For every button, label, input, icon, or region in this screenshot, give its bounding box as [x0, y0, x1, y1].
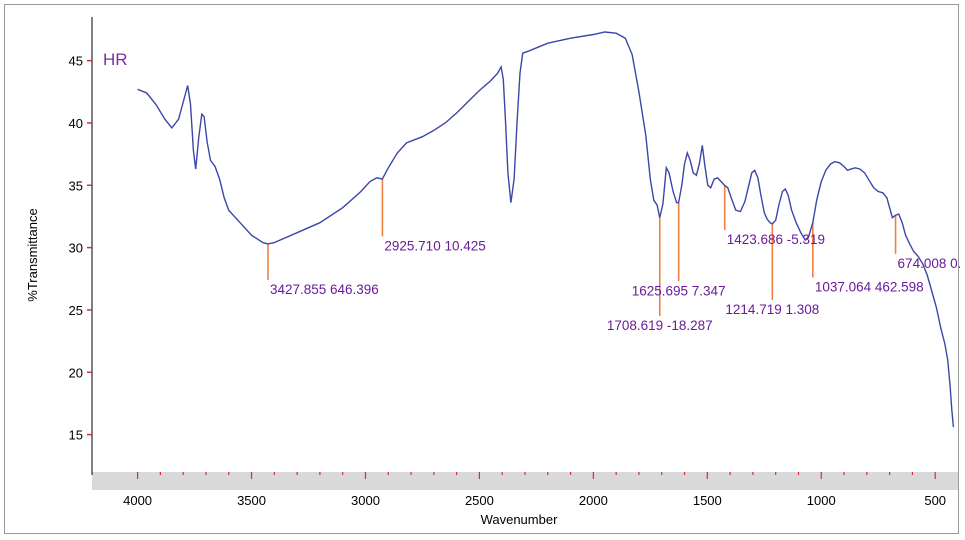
- x-tick-label: 3500: [237, 493, 266, 508]
- x-tick-label: 500: [924, 493, 946, 508]
- peak-markers: [267, 179, 897, 317]
- x-axis-ticks: 4000 3500 3000 2500 2000 1500 1000 500: [123, 472, 946, 508]
- peak-label: 674.008 0.0: [898, 256, 960, 271]
- y-tick-label: 30: [69, 241, 83, 256]
- peak-labels: 3427.855 646.396 2925.710 10.425 1708.619 …: [270, 232, 960, 333]
- y-tick-label: 45: [69, 54, 83, 69]
- x-tick-label: 2500: [465, 493, 494, 508]
- x-axis-title: Wavenumber: [481, 512, 558, 527]
- x-tick-label: 2000: [579, 493, 608, 508]
- peak-label: 1037.064 462.598: [815, 280, 924, 295]
- chart-frame: 15 20 25 30 35 40 45 4000 3500 3000 2500 2000 1500 1…: [4, 4, 960, 534]
- y-tick-label: 15: [69, 428, 83, 443]
- x-tick-label: 3000: [351, 493, 380, 508]
- x-tick-label: 1000: [807, 493, 836, 508]
- peak-label: 1423.686 -5.319: [727, 232, 825, 247]
- peak-label: 1708.619 -18.287: [607, 318, 713, 333]
- sample-label: HR: [103, 50, 128, 69]
- y-tick-label: 25: [69, 303, 83, 318]
- x-tick-label: 1500: [693, 493, 722, 508]
- peak-label: 1625.695 7.347: [632, 283, 726, 298]
- peak-label: 2925.710 10.425: [384, 238, 485, 253]
- ir-spectrum-chart: 15 20 25 30 35 40 45 4000 3500 3000 2500 2000 1500 1…: [25, 17, 960, 527]
- y-axis-title: %Transmittance: [25, 208, 40, 301]
- x-axis-band: [92, 472, 958, 490]
- y-tick-label: 35: [69, 178, 83, 193]
- peak-label: 3427.855 646.396: [270, 282, 379, 297]
- y-tick-label: 20: [69, 365, 83, 380]
- x-tick-label: 4000: [123, 493, 152, 508]
- y-axis-ticks: 15 20 25 30 35 40 45: [69, 54, 92, 443]
- peak-label: 1214.719 1.308: [725, 302, 819, 317]
- series-line-transmittance: [137, 31, 955, 428]
- y-tick-label: 40: [69, 116, 83, 131]
